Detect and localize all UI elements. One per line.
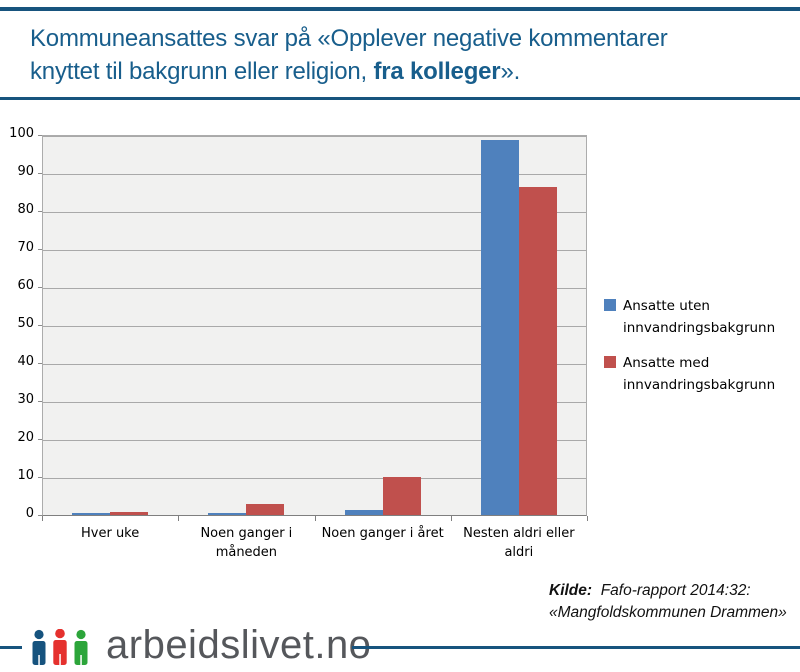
legend-swatch-1 [604,299,616,311]
bar-series2-cat3 [383,477,421,515]
people-logo-icon [32,629,88,665]
y-tick-mark [38,287,42,288]
x-tick-mark [178,516,179,521]
title-line2-prefix: knyttet til bakgrunn eller religion, [30,58,374,85]
x-category-label-1: Hver uke [81,526,140,541]
gridline-60 [43,288,586,289]
y-tick-label-70: 70 [17,240,34,255]
y-tick-label-10: 10 [17,468,34,483]
legend-label-1: Ansatte uten innvandringsbakgrunn [623,298,776,336]
y-tick-label-100: 100 [9,126,34,141]
y-tick-label-80: 80 [17,202,34,217]
gridline-10 [43,478,586,479]
gridline-80 [43,212,586,213]
gridline-70 [43,250,586,251]
page-title: Kommuneansattes svar på «Opplever negati… [30,22,790,88]
y-tick-label-30: 30 [17,392,34,407]
x-tick-mark [451,516,452,521]
title-line1: Kommuneansattes svar på «Opplever negati… [30,25,668,52]
y-tick-label-60: 60 [17,278,34,293]
y-tick-mark [38,477,42,478]
bar-series1-cat1 [72,513,110,515]
y-tick-mark [38,173,42,174]
legend-item-1: Ansatte uten innvandringsbakgrunn [604,295,794,339]
x-tick-mark [42,516,43,521]
y-tick-mark [38,325,42,326]
footer-rule-left [0,646,22,649]
gridline-20 [43,440,586,441]
bar-series2-cat4 [519,187,557,515]
x-category-label-2: Noen ganger i måneden [200,526,293,560]
y-tick-label-90: 90 [17,164,34,179]
x-tick-mark [315,516,316,521]
legend-swatch-2 [604,356,616,368]
source-line2: «Mangfoldskommunen Drammen» [549,604,787,621]
y-tick-label-50: 50 [17,316,34,331]
source-label: Kilde: [549,582,593,599]
y-tick-mark [38,515,42,516]
bar-series2-cat1 [110,512,148,515]
legend: Ansatte uten innvandringsbakgrunn Ansatte… [604,295,794,409]
y-tick-mark [38,211,42,212]
title-line2-bold: fra kolleger [373,58,501,85]
header-border-rule [0,97,800,100]
y-tick-mark [38,363,42,364]
y-tick-mark [38,249,42,250]
y-tick-mark [38,401,42,402]
bar-series2-cat2 [246,504,284,515]
bar-series1-cat4 [481,140,519,515]
y-tick-label-20: 20 [17,430,34,445]
x-category-label-4: Nesten aldri eller aldri [463,526,575,560]
footer-rule-right [352,646,800,649]
gridline-90 [43,174,586,175]
x-category-label-3: Noen ganger i året [321,526,444,541]
bar-series1-cat2 [208,513,246,515]
bar-series1-cat3 [345,510,383,515]
logo-text: arbeidslivet.no [106,623,372,667]
gridline-50 [43,326,586,327]
legend-label-2: Ansatte med innvandringsbakgrunn [623,355,776,393]
source-citation: Kilde: Fafo-rapport 2014:32: «Mangfoldsko… [549,580,787,624]
y-tick-mark [38,439,42,440]
gridline-30 [43,402,586,403]
x-tick-mark [587,516,588,521]
y-tick-label-40: 40 [17,354,34,369]
legend-item-2: Ansatte med innvandringsbakgrunn [604,352,794,396]
gridline-100 [43,136,586,137]
top-border-rule [0,7,800,11]
source-line1: Fafo-rapport 2014:32: [600,582,751,599]
gridline-40 [43,364,586,365]
title-line2-suffix: ». [500,58,521,85]
y-tick-label-0: 0 [25,506,34,521]
y-tick-mark [38,135,42,136]
